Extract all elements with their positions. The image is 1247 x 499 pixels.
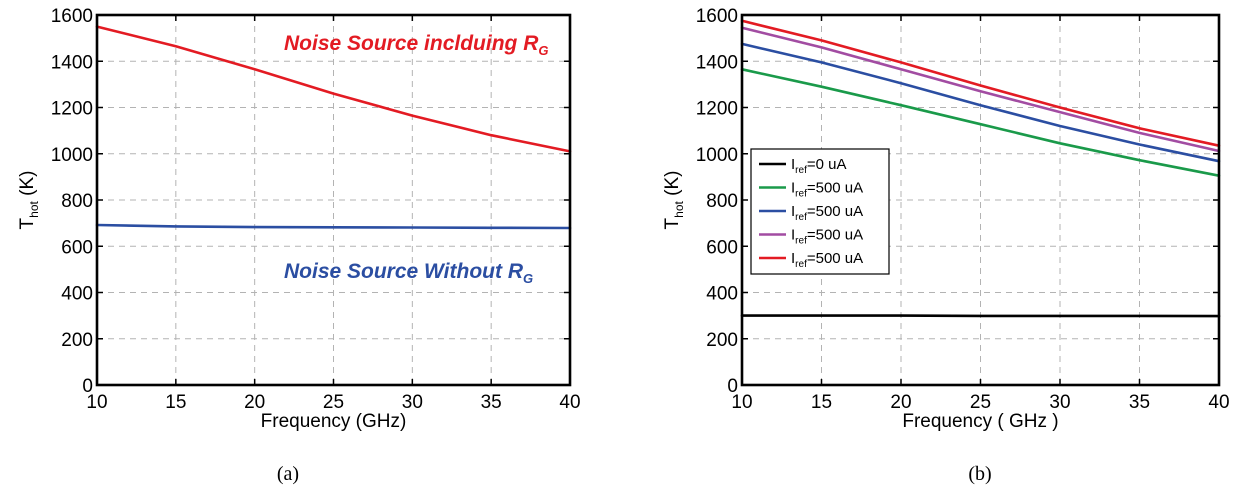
x-tick-label: 15 bbox=[811, 392, 832, 413]
x-tick-label: 30 bbox=[1049, 392, 1070, 413]
series-line-4 bbox=[740, 19, 1221, 147]
series-line-2 bbox=[740, 42, 1221, 163]
chart-b: 10 15 20 25 30 35 4002004006008001000120014001… bbox=[662, 6, 1230, 485]
chart-a: 10 15 20 25 30 35 4002004006008001000120014001… bbox=[17, 6, 581, 485]
x-axis-label: Frequency ( GHz ) bbox=[902, 411, 1058, 432]
y-tick-label: 800 bbox=[706, 191, 738, 212]
series-line-3 bbox=[740, 26, 1221, 153]
legend-entry: Iref=500 uA bbox=[791, 227, 863, 247]
legend-entry: Iref=500 uA bbox=[791, 180, 863, 200]
series-line-0 bbox=[95, 25, 572, 153]
y-axis-label: Thot (K) bbox=[17, 171, 41, 230]
x-tick-label: 30 bbox=[402, 392, 423, 413]
curve-annotation: Noise Source inclduing RG bbox=[284, 32, 549, 58]
y-tick-label: 800 bbox=[61, 191, 93, 212]
legend-entry: Iref=500 uA bbox=[791, 250, 863, 270]
x-tick-label: 35 bbox=[481, 392, 502, 413]
curve-annotation: Noise Source Without RG bbox=[284, 260, 533, 286]
x-tick-label: 20 bbox=[890, 392, 911, 413]
panel-label: (b) bbox=[968, 463, 991, 485]
x-tick-label: 25 bbox=[970, 392, 991, 413]
y-tick-label: 200 bbox=[61, 330, 93, 351]
y-tick-label: 1600 bbox=[696, 6, 738, 27]
y-tick-label: 1000 bbox=[696, 145, 738, 166]
panel-label: (a) bbox=[277, 463, 299, 485]
x-axis-label: Frequency (GHz) bbox=[261, 411, 407, 432]
x-tick-label: 15 bbox=[165, 392, 186, 413]
y-tick-label: 1400 bbox=[696, 52, 738, 73]
legend: Iref=0 uA Iref=500 uA Iref=500 uA Iref=500 … bbox=[750, 148, 890, 275]
series-line-1 bbox=[95, 223, 572, 230]
y-tick-label: 600 bbox=[706, 237, 738, 258]
y-axis-label: Thot (K) bbox=[662, 171, 686, 230]
series-line-1 bbox=[740, 68, 1221, 177]
x-tick-label: 25 bbox=[323, 392, 344, 413]
y-tick-label: 1200 bbox=[51, 99, 93, 120]
y-tick-label: 1400 bbox=[51, 52, 93, 73]
legend-entry: Iref=500 uA bbox=[791, 203, 863, 223]
series-line-0 bbox=[740, 314, 1221, 318]
x-tick-label: 10 bbox=[86, 392, 107, 413]
y-tick-label: 0 bbox=[82, 376, 93, 397]
y-tick-label: 400 bbox=[61, 284, 93, 305]
y-tick-label: 600 bbox=[61, 237, 93, 258]
y-tick-label: 200 bbox=[706, 330, 738, 351]
y-tick-label: 1600 bbox=[51, 6, 93, 27]
x-tick-label: 35 bbox=[1129, 392, 1150, 413]
x-tick-label: 40 bbox=[559, 392, 580, 413]
x-tick-label: 20 bbox=[244, 392, 265, 413]
x-tick-label: 40 bbox=[1208, 392, 1229, 413]
y-tick-label: 0 bbox=[727, 376, 738, 397]
x-tick-label: 10 bbox=[731, 392, 752, 413]
legend-entry: Iref=0 uA bbox=[791, 156, 846, 176]
y-tick-label: 1200 bbox=[696, 99, 738, 120]
y-tick-label: 400 bbox=[706, 284, 738, 305]
y-tick-label: 1000 bbox=[51, 145, 93, 166]
